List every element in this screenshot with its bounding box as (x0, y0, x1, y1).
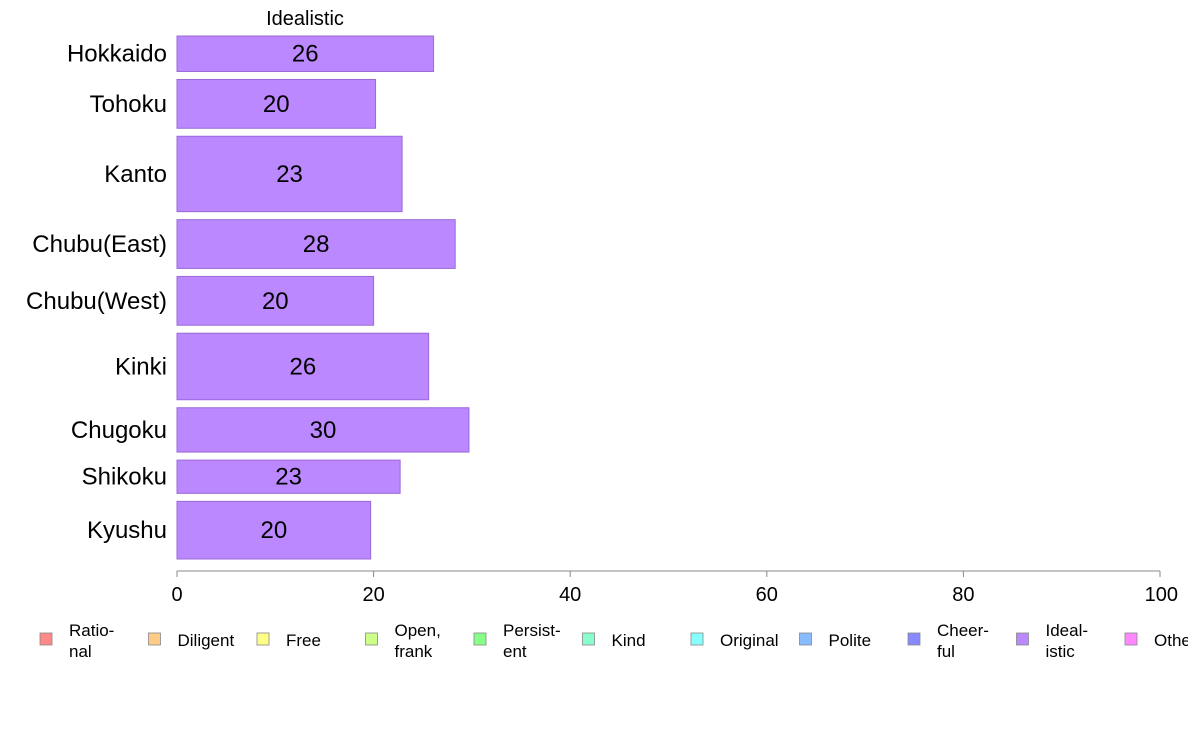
category-label: Chubu(West) (26, 288, 167, 315)
value-label: 20 (263, 91, 290, 118)
bar-chubu-west- (176, 275, 375, 326)
value-label: 28 (303, 231, 330, 258)
legend-swatch (39, 632, 53, 646)
category-label: Tohoku (90, 91, 167, 118)
x-axis: 0 20 40 60 80 100 (171, 570, 1178, 606)
category-label: Kanto (104, 161, 167, 188)
x-tick-label: 60 (756, 584, 778, 606)
value-label: 23 (275, 464, 302, 491)
x-tick-label: 100 (1145, 584, 1178, 606)
x-tick-label: 40 (559, 584, 581, 606)
legend-label: Original (720, 631, 779, 650)
value-label: 20 (260, 517, 287, 544)
legend: Ratio-nal Diligent Free Open, frank Persist-e… (39, 621, 1188, 661)
legend-label: Kind (612, 631, 646, 650)
x-tick-label: 20 (362, 584, 384, 606)
value-label: 23 (276, 161, 303, 188)
legend-label: Ratio-nal (69, 621, 114, 661)
legend-swatch (256, 632, 270, 646)
bar-kinki (176, 332, 430, 401)
x-tick-label: 0 (171, 584, 182, 606)
legend-label: Ideal-istic (1046, 621, 1089, 661)
legend-swatch (690, 632, 704, 646)
x-tick-label: 80 (952, 584, 974, 606)
bar-chugoku (176, 407, 470, 453)
legend-swatch (148, 632, 161, 646)
bar-hokkaido (176, 35, 435, 72)
value-label: 26 (292, 41, 319, 68)
legend-label: Open, frank (395, 621, 441, 661)
value-label: 26 (289, 353, 316, 380)
category-label: Hokkaido (67, 41, 167, 68)
bar-tohoku (176, 78, 377, 129)
legend-swatch (582, 632, 595, 646)
legend-swatch (1016, 632, 1029, 646)
bar-chubu-east- (176, 219, 456, 269)
bar-kyushu (176, 500, 372, 560)
legend-swatch (799, 632, 812, 646)
value-label: 20 (262, 288, 289, 315)
bar-kanto (176, 135, 403, 213)
legend-label: Diligent (178, 631, 235, 650)
bar-shikoku (176, 459, 401, 494)
legend-label: Free (286, 631, 321, 650)
legend-label: Polite (829, 631, 872, 650)
bars-group: Hokkaido 26 Tohoku 20 Kanto 23 Chubu(East) 28 Ch… (26, 35, 470, 560)
legend-swatch (365, 632, 378, 646)
legend-label: Others (1154, 631, 1188, 650)
legend-swatch (907, 632, 921, 646)
legend-label: Cheer-ful (937, 621, 989, 661)
category-label: Chubu(East) (32, 231, 167, 258)
legend-swatch (473, 632, 487, 646)
value-label: 30 (310, 417, 337, 444)
chart-title: Idealistic (266, 8, 344, 30)
category-label: Kyushu (87, 517, 167, 544)
category-label: Shikoku (82, 464, 167, 491)
category-label: Kinki (115, 353, 167, 380)
legend-label: Persist-ent (503, 621, 561, 661)
category-label: Chugoku (71, 417, 167, 444)
legend-swatch (1124, 632, 1138, 646)
